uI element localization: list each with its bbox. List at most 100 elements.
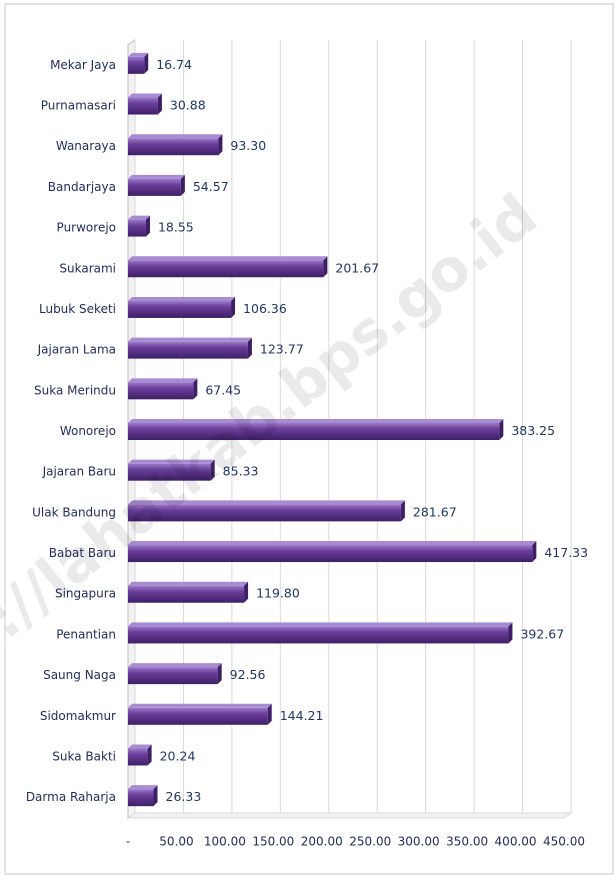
- y-tick-label: Jajaran Lama: [37, 343, 116, 357]
- value-label: 85.33: [223, 464, 259, 479]
- y-tick-label: Singapura: [55, 587, 116, 601]
- bar-top: [128, 744, 152, 749]
- y-tick-label: Babat Baru: [49, 546, 116, 560]
- x-tick-label: 250.00: [349, 835, 391, 849]
- value-label: 123.77: [260, 342, 304, 357]
- bar: [128, 300, 232, 318]
- bar-end: [231, 296, 236, 318]
- value-label: 93.30: [230, 138, 266, 153]
- value-label: 92.56: [230, 667, 266, 682]
- bar-end: [144, 52, 149, 74]
- y-tick-label: Sukarami: [59, 261, 116, 275]
- bar-end: [244, 581, 249, 603]
- bar-top: [128, 419, 504, 423]
- bar: [128, 707, 268, 725]
- bar: [128, 463, 211, 481]
- x-tick-label: 100.00: [204, 835, 246, 849]
- x-tick-label: 300.00: [398, 835, 440, 849]
- bar-top: [128, 93, 162, 98]
- bar: [128, 178, 181, 196]
- bar-end: [267, 703, 272, 725]
- value-label: 67.45: [205, 382, 241, 397]
- y-tick-label: Sidomakmur: [40, 709, 116, 723]
- y-tick-label: Mekar Jaya: [50, 58, 116, 72]
- value-label: 201.67: [335, 260, 379, 275]
- y-tick-label: Wonorejo: [60, 424, 116, 438]
- value-label: 20.24: [160, 748, 196, 763]
- bar-top: [128, 134, 223, 139]
- bar-end: [217, 663, 222, 685]
- bar-top: [128, 663, 222, 668]
- bar: [128, 667, 218, 685]
- y-tick-label: Ulak Bandung: [32, 505, 116, 519]
- x-tick-label: 150.00: [252, 835, 294, 849]
- bar-end: [210, 459, 215, 481]
- y-tick-label: Purnamasari: [41, 99, 116, 113]
- bar: [128, 423, 500, 440]
- value-label: 144.21: [280, 708, 324, 723]
- bar-top: [128, 500, 405, 505]
- x-tick-label: 400.00: [495, 835, 537, 849]
- bar-end: [247, 337, 252, 359]
- bar: [128, 626, 509, 644]
- y-tick-label: Wanaraya: [56, 139, 116, 153]
- x-tick-label: 450.00: [543, 835, 585, 849]
- y-tick-label: Bandarjaya: [48, 180, 116, 194]
- y-tick-label: Lubuk Seketi: [39, 302, 116, 316]
- bar: [128, 219, 146, 237]
- bar: [128, 138, 219, 156]
- bar-end: [147, 744, 152, 766]
- bar: [128, 585, 245, 603]
- value-label: 417.33: [544, 545, 588, 560]
- bar: [128, 97, 158, 115]
- bar: [128, 789, 154, 807]
- y-tick-label: Saung Naga: [43, 668, 116, 682]
- bar-top: [128, 256, 328, 261]
- y-tick-label: Darma Raharja: [26, 790, 116, 804]
- value-label: 106.36: [243, 301, 287, 316]
- bar-top: [128, 785, 158, 790]
- value-label: 392.67: [520, 626, 564, 641]
- bar-end: [180, 174, 185, 196]
- bar-top: [128, 52, 149, 57]
- bar: [128, 260, 324, 278]
- bar-end: [145, 215, 150, 237]
- y-tick-label: Purworejo: [57, 221, 116, 235]
- y-tick-label: Suka Bakti: [52, 749, 116, 763]
- bar: [128, 748, 148, 766]
- value-label: 18.55: [158, 220, 194, 235]
- value-label: 16.74: [156, 57, 192, 72]
- bar-end: [400, 500, 405, 522]
- bar-top: [128, 337, 252, 342]
- bar-top: [128, 378, 198, 383]
- y-tick-label: Suka Merindu: [34, 383, 116, 397]
- bar-top: [128, 622, 513, 627]
- bar-end: [157, 93, 162, 115]
- bar: [128, 341, 248, 359]
- x-tick-label: 50.00: [159, 835, 193, 849]
- bar: [128, 382, 194, 400]
- bar-end: [499, 419, 504, 440]
- bar-top: [128, 703, 272, 708]
- y-tick-label: Penantian: [56, 627, 116, 641]
- floor: [126, 812, 573, 819]
- bar-top: [128, 541, 537, 546]
- value-label: 281.67: [413, 504, 457, 519]
- bar-top: [128, 174, 185, 179]
- value-label: 26.33: [166, 789, 202, 804]
- x-tick-label: 200.00: [301, 835, 343, 849]
- bar-top: [128, 215, 150, 220]
- x-tick-label: -: [126, 835, 130, 849]
- bar-top: [128, 581, 249, 586]
- bar-top: [128, 459, 215, 464]
- x-tick-label: 350.00: [446, 835, 488, 849]
- bar-end: [508, 622, 513, 644]
- bar-end: [532, 541, 537, 563]
- value-label: 54.57: [193, 179, 229, 194]
- bar-end: [153, 785, 158, 807]
- bar: [128, 545, 533, 563]
- bar-top: [128, 296, 236, 301]
- bar-end: [323, 256, 328, 278]
- value-label: 30.88: [170, 98, 206, 113]
